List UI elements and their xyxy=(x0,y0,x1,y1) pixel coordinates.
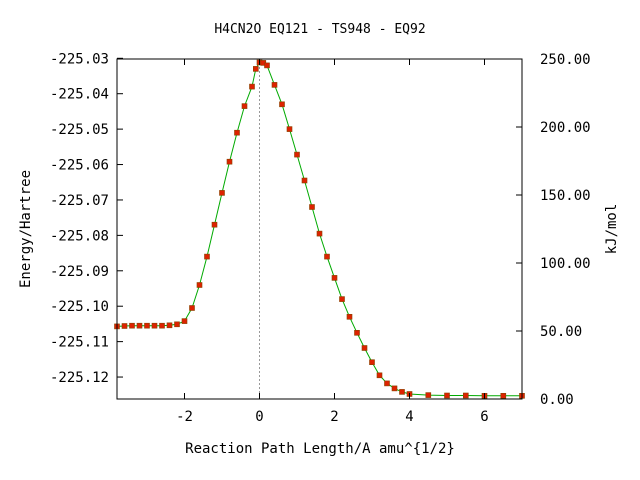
data-point xyxy=(425,392,432,398)
data-point xyxy=(144,322,150,329)
data-point xyxy=(331,275,338,281)
data-point xyxy=(384,380,390,387)
y-axis-label: Energy/Hartree xyxy=(18,170,34,288)
data-point xyxy=(189,305,195,311)
data-point xyxy=(121,323,128,329)
data-point xyxy=(264,62,270,69)
y2-tick-label: 50.00 xyxy=(540,324,582,340)
axes-layer: -2 0 2 4 6 -225.03 -225.04 -225.05 -225.06 -225.0… xyxy=(50,51,591,425)
y-tick-label: -225.06 xyxy=(50,158,109,174)
data-point xyxy=(211,221,218,228)
data-point xyxy=(361,345,368,351)
y-tick-label: -225.12 xyxy=(50,370,109,386)
y-tick-label: -225.11 xyxy=(50,335,109,351)
y2-tick-label: 100.00 xyxy=(540,256,591,272)
data-point xyxy=(500,392,507,399)
data-point xyxy=(241,103,248,109)
data-point xyxy=(271,82,278,88)
data-point xyxy=(219,190,225,196)
data-point xyxy=(279,101,285,108)
data-point xyxy=(339,296,345,302)
y-tick-label: -225.09 xyxy=(50,264,109,280)
y2-tick-label: 250.00 xyxy=(540,52,591,68)
data-point xyxy=(129,322,135,329)
data-point xyxy=(391,385,398,392)
data-point xyxy=(316,230,323,237)
series-line xyxy=(116,61,522,397)
data-point xyxy=(354,329,360,336)
data-point xyxy=(196,282,203,288)
data-point xyxy=(286,126,293,132)
data-point xyxy=(462,392,469,399)
data-point xyxy=(399,389,405,395)
y-tick-label: -225.04 xyxy=(50,87,109,103)
x-tick-label: 2 xyxy=(330,409,338,425)
data-point xyxy=(181,318,188,324)
data-point xyxy=(301,177,308,184)
y2-axis-label: kJ/mol xyxy=(604,204,620,255)
data-point xyxy=(234,129,240,136)
data-point xyxy=(204,253,210,260)
data-point xyxy=(166,322,173,329)
data-point xyxy=(369,359,375,366)
data-point xyxy=(294,151,300,158)
y2-tick-label: 0.00 xyxy=(540,392,574,408)
y-tick-label: -225.10 xyxy=(50,299,109,315)
data-point xyxy=(159,322,165,329)
y2-tick-label: 200.00 xyxy=(540,120,591,136)
y-tick-label: -225.03 xyxy=(50,51,109,67)
data-point xyxy=(376,372,383,379)
y2-tick-label: 150.00 xyxy=(540,188,591,204)
x-tick-label: 0 xyxy=(255,409,263,425)
plot-frame xyxy=(116,58,523,400)
data-point xyxy=(444,392,450,399)
y-tick-label: -225.08 xyxy=(50,228,109,244)
data-point xyxy=(309,204,315,210)
data-point xyxy=(253,66,259,72)
y-tick-label: -225.05 xyxy=(50,122,109,138)
y-tick-label: -225.07 xyxy=(50,193,109,209)
data-point xyxy=(249,83,255,90)
data-point xyxy=(324,253,330,260)
x-tick-label: 4 xyxy=(405,409,413,425)
data-point xyxy=(174,321,180,328)
data-point xyxy=(151,322,158,329)
chart-title: H4CN2O EQ121 - TS948 - EQ92 xyxy=(214,22,425,37)
x-axis-label: Reaction Path Length/A amu^{1/2} xyxy=(185,441,455,457)
plot-layer xyxy=(114,59,525,399)
data-point xyxy=(346,313,353,320)
data-point xyxy=(226,158,233,165)
x-tick-label: -2 xyxy=(176,409,193,425)
x-tick-label: 6 xyxy=(480,409,488,425)
data-point xyxy=(136,322,143,329)
